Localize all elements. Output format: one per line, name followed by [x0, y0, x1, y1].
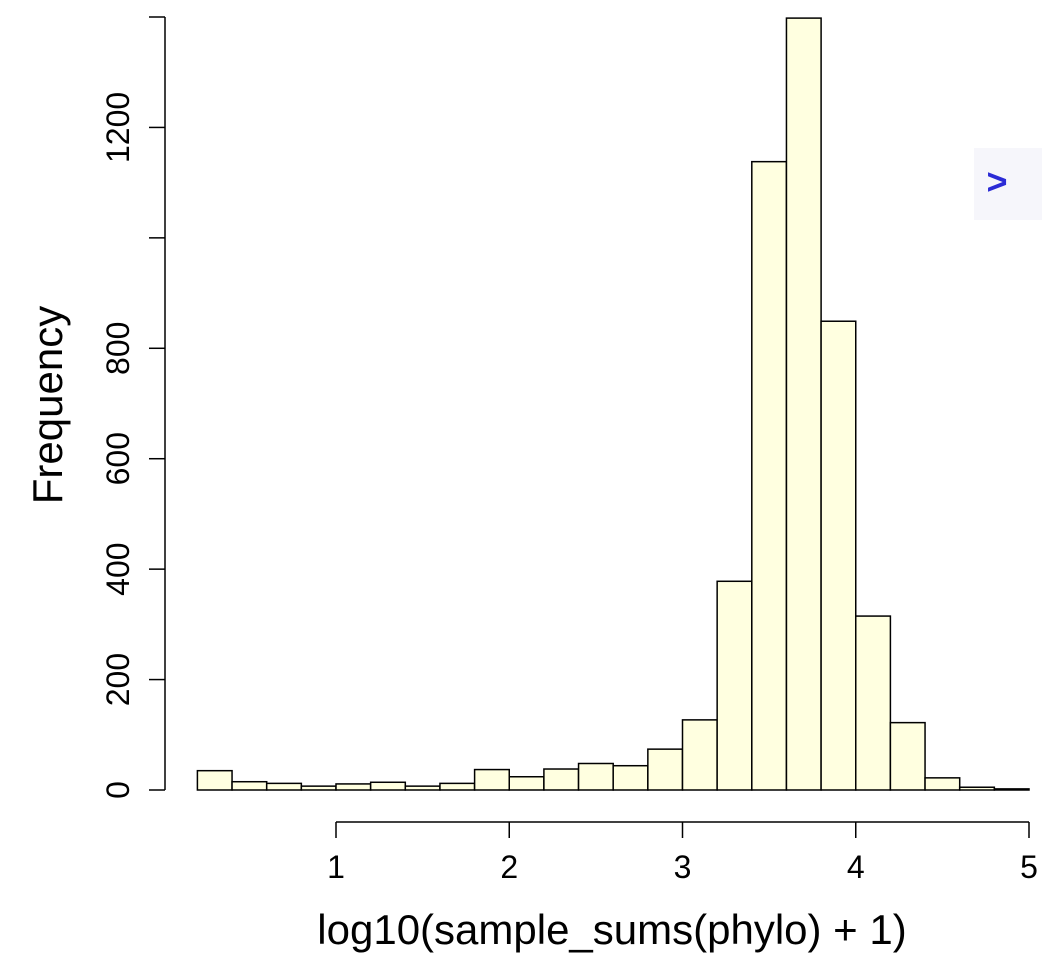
histogram-bar [889, 721, 926, 791]
histogram-bar [508, 775, 545, 791]
histogram-bar [924, 777, 961, 791]
console-prompt-symbol: > [986, 163, 1008, 205]
console-prompt: > [974, 148, 1042, 220]
histogram-bar [993, 788, 1030, 791]
y-axis-label: Frequency [24, 306, 71, 504]
histogram-bar [785, 17, 822, 791]
histogram-bar [855, 615, 892, 791]
histogram-bar [647, 748, 684, 791]
histogram-bar [543, 768, 580, 791]
histogram-bar [300, 785, 337, 791]
histogram-bar [439, 782, 476, 791]
histogram-bar [751, 160, 788, 791]
x-axis: 1 2 3 4 5 [327, 821, 1038, 885]
y-tick-label: 400 [100, 542, 136, 595]
histogram-bar [369, 781, 407, 791]
histogram-bar [404, 785, 441, 791]
y-tick-label: 800 [100, 322, 136, 375]
x-tick-label: 2 [500, 849, 518, 885]
histogram-bar [335, 783, 372, 791]
histogram-bar [716, 580, 753, 791]
y-tick-label: 1200 [100, 92, 136, 163]
y-tick-label: 0 [100, 781, 136, 799]
x-tick-label: 3 [674, 849, 692, 885]
x-tick-label: 5 [1020, 849, 1038, 885]
x-tick-label: 1 [327, 849, 345, 885]
x-axis-label: log10(sample_sums(phylo) + 1) [317, 906, 906, 953]
histogram-bar [681, 719, 718, 791]
y-tick-label: 600 [100, 432, 136, 485]
histogram-bar [231, 780, 268, 791]
histogram-bars [196, 17, 1030, 791]
histogram-bar [820, 320, 857, 791]
x-tick-label: 4 [847, 849, 865, 885]
histogram-bar [958, 786, 996, 791]
histogram-bar [196, 769, 233, 791]
histogram-bar [265, 782, 303, 791]
histogram-bar [473, 768, 511, 791]
histogram-bar [577, 762, 614, 791]
y-tick-label: 200 [100, 653, 136, 706]
y-axis: 0 200 400 600 800 1200 [100, 16, 166, 799]
histogram-bar [612, 764, 649, 791]
